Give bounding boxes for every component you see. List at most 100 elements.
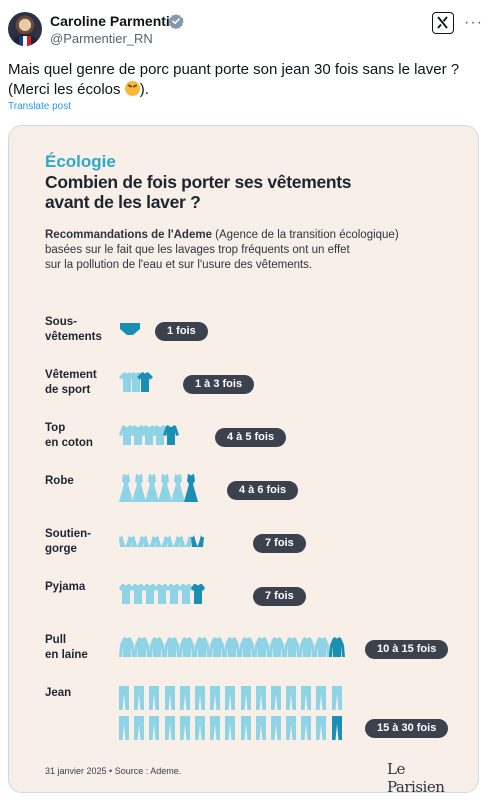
author-handle[interactable]: @Parmentier_RN [50, 31, 153, 46]
underwear-icon [120, 323, 140, 335]
dress-icon [119, 474, 133, 502]
sweater-icon [149, 637, 165, 657]
dress-icon [184, 474, 198, 502]
pyjama-icon [143, 584, 157, 604]
sweater-icon [284, 637, 300, 657]
frequency-badge: 4 à 5 fois [215, 428, 287, 447]
jeans-icon [240, 716, 251, 740]
row-label: Sous-vêtements [45, 316, 102, 343]
poster-title: Combien de fois porter ses vêtements ava… [45, 172, 352, 212]
tweet-line-1: Mais quel genre de porc puant porte son … [8, 61, 460, 78]
row-tshirt: Vêtement de sport 1 à 3 fois [45, 368, 465, 408]
jeans-icon [286, 716, 297, 740]
bra-icon [191, 535, 204, 547]
jeans-icon [331, 716, 342, 740]
icon-group [119, 686, 342, 710]
sweater-icon [254, 637, 270, 657]
sweater-icon [269, 637, 285, 657]
pyjama-icon [191, 584, 205, 604]
frequency-badge: 1 fois [155, 322, 208, 341]
pyjama-icon [119, 584, 133, 604]
infographic: Écologie Combien de fois porter ses vête… [23, 136, 465, 792]
dress-icon [171, 474, 185, 502]
jeans-icon [194, 686, 205, 710]
dress-icon [145, 474, 159, 502]
poster-kicker: Écologie [45, 152, 116, 171]
jeans-icon [134, 686, 145, 710]
bra-icon [167, 535, 180, 547]
icon-group [119, 474, 198, 502]
jeans-icon [225, 716, 236, 740]
top-icon [163, 425, 179, 445]
jeans-icon [316, 686, 327, 710]
top-icon [152, 425, 168, 445]
dress-icon [158, 474, 172, 502]
jeans-icon [286, 686, 297, 710]
row-label: Pull en laine [45, 634, 88, 661]
sweater-icon [299, 637, 315, 657]
sweater-icon [329, 637, 345, 657]
pyjama-icon [155, 584, 169, 604]
bra-icon [155, 535, 168, 547]
tweet-text: Mais quel genre de porc puant porte son … [8, 60, 478, 100]
grok-icon [437, 16, 448, 29]
jeans-icon [149, 716, 160, 740]
jeans-icon [119, 686, 129, 710]
jeans-icon [301, 716, 312, 740]
jeans-icon [331, 686, 342, 710]
row-jeans: Jean 15 à 30 fois [45, 686, 465, 744]
bra-icon [119, 535, 132, 547]
sweater-icon [134, 637, 150, 657]
sweater-icon [194, 637, 210, 657]
row-label: Jean [45, 687, 72, 699]
icon-group [119, 716, 342, 740]
icon-group [119, 372, 153, 392]
row-underwear: Sous-vêtements 1 fois [45, 315, 465, 355]
persevering-face-emoji-icon [124, 81, 140, 96]
frequency-badge: 7 fois [253, 534, 306, 553]
sweater-icon [209, 637, 225, 657]
jeans-icon [194, 716, 205, 740]
bra-icon [131, 535, 144, 547]
sweater-icon [314, 637, 330, 657]
row-pyjama: Pyjama 7 fois [45, 580, 465, 620]
jeans-icon [134, 716, 145, 740]
top-icon [141, 425, 157, 445]
row-bra: Soutien-gorge 7 fois [45, 527, 465, 567]
row-top: Top en coton 4 à 5 fois [45, 421, 465, 461]
translate-post-link[interactable]: Translate post [8, 101, 71, 112]
grok-button[interactable] [432, 12, 454, 34]
icon-group [119, 584, 205, 604]
jeans-icon [164, 686, 175, 710]
frequency-badge: 10 à 15 fois [365, 640, 449, 659]
jeans-icon [301, 686, 312, 710]
row-label: Pyjama [45, 581, 86, 593]
jeans-icon [164, 716, 175, 740]
frequency-badge: 15 à 30 fois [365, 719, 449, 738]
avatar[interactable] [8, 12, 42, 46]
jeans-icon [240, 686, 251, 710]
dress-icon [132, 474, 146, 502]
row-label: Vêtement de sport [45, 369, 97, 396]
icon-group [119, 637, 345, 657]
tweet-header: Caroline Parmentier @Parmentier_RN ··· [8, 10, 483, 50]
sweater-icon [164, 637, 180, 657]
le-parisien-logo: Le Parisien [387, 760, 445, 793]
icon-group [119, 322, 141, 336]
frequency-badge: 1 à 3 fois [183, 375, 255, 394]
jeans-icon [255, 716, 266, 740]
jeans-icon [270, 686, 281, 710]
more-options-icon[interactable]: ··· [464, 14, 483, 31]
top-icon [130, 425, 146, 445]
tshirt-icon [137, 372, 153, 392]
poster-subtitle: Recommandations de l'Ademe (Agence de la… [45, 229, 399, 271]
row-dress: Robe 4 à 6 fois [45, 474, 465, 514]
media-card[interactable]: Écologie Combien de fois porter ses vête… [8, 125, 479, 793]
sweater-icon [179, 637, 195, 657]
bra-icon [179, 535, 192, 547]
row-label: Soutien-gorge [45, 528, 91, 555]
jeans-icon [210, 716, 221, 740]
jeans-icon [210, 686, 221, 710]
author-name[interactable]: Caroline Parmentier [50, 13, 184, 29]
pyjama-icon [179, 584, 193, 604]
